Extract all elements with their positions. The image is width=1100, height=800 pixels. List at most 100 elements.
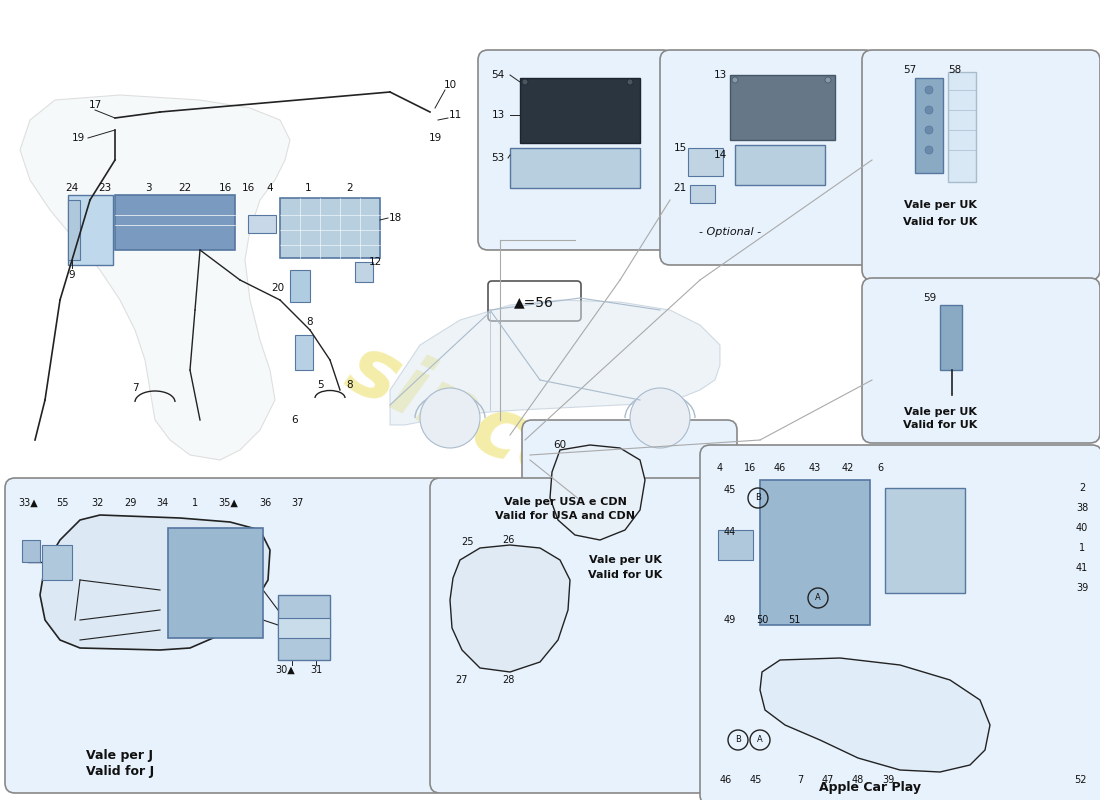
Text: 53: 53	[492, 153, 505, 163]
Text: B: B	[735, 735, 741, 745]
Text: Vale per UK: Vale per UK	[903, 200, 977, 210]
Bar	[948, 72, 976, 182]
Bar	[690, 185, 715, 203]
Text: A: A	[815, 594, 821, 602]
Polygon shape	[20, 95, 290, 460]
FancyBboxPatch shape	[488, 281, 581, 321]
Text: Vale per UK: Vale per UK	[588, 555, 661, 565]
Text: 32: 32	[91, 498, 104, 508]
Polygon shape	[550, 445, 645, 540]
FancyBboxPatch shape	[700, 445, 1100, 800]
Text: 6: 6	[877, 463, 883, 473]
Text: 3: 3	[145, 183, 152, 193]
Circle shape	[925, 126, 933, 134]
Text: 5: 5	[317, 380, 323, 390]
Circle shape	[627, 79, 632, 85]
Text: 46: 46	[774, 463, 786, 473]
Text: 60: 60	[553, 440, 566, 450]
Text: 30▲: 30▲	[275, 665, 295, 675]
Text: Vale per USA e CDN: Vale per USA e CDN	[504, 497, 626, 507]
Text: 38: 38	[1076, 503, 1088, 513]
Text: 13: 13	[492, 110, 505, 120]
Text: 51: 51	[788, 615, 800, 625]
Text: 19: 19	[428, 133, 441, 143]
Text: 1: 1	[1079, 543, 1085, 553]
Text: Vale per UK: Vale per UK	[903, 407, 977, 417]
Circle shape	[522, 79, 528, 85]
Text: 31: 31	[310, 665, 322, 675]
Text: 26: 26	[502, 535, 514, 545]
Text: 58: 58	[948, 65, 961, 75]
Text: 27: 27	[455, 675, 469, 685]
Text: 1: 1	[305, 183, 311, 193]
Bar	[760, 480, 870, 625]
Text: 45: 45	[750, 775, 762, 785]
Text: 43: 43	[808, 463, 821, 473]
FancyBboxPatch shape	[660, 50, 874, 265]
Bar	[42, 545, 72, 580]
Text: Valid for UK: Valid for UK	[903, 420, 977, 430]
Bar	[886, 488, 965, 593]
Circle shape	[420, 388, 480, 448]
Bar	[915, 78, 943, 173]
Text: 2: 2	[1079, 483, 1085, 493]
Circle shape	[732, 77, 738, 83]
Bar	[290, 270, 310, 302]
Polygon shape	[390, 300, 720, 425]
Text: 28: 28	[502, 675, 514, 685]
Text: Valid for USA and CDN: Valid for USA and CDN	[495, 511, 635, 521]
FancyBboxPatch shape	[478, 50, 673, 250]
Bar	[280, 198, 380, 258]
Text: 22: 22	[178, 183, 191, 193]
FancyBboxPatch shape	[522, 420, 737, 590]
Text: 10: 10	[443, 80, 456, 90]
Text: 40: 40	[1076, 523, 1088, 533]
Bar	[295, 335, 313, 370]
Text: 41: 41	[1076, 563, 1088, 573]
Text: 12: 12	[368, 257, 382, 267]
Text: 16: 16	[241, 183, 254, 193]
Text: 33▲: 33▲	[18, 498, 37, 508]
Text: 2: 2	[346, 183, 353, 193]
Text: 19: 19	[72, 133, 85, 143]
Text: 35▲: 35▲	[218, 498, 238, 508]
Bar	[22, 540, 40, 562]
Polygon shape	[40, 515, 270, 650]
Bar	[168, 528, 263, 638]
Text: 11: 11	[449, 110, 462, 120]
Text: 59: 59	[923, 293, 936, 303]
Circle shape	[925, 86, 933, 94]
Text: 39: 39	[1076, 583, 1088, 593]
Text: 55: 55	[56, 498, 68, 508]
Text: 13: 13	[714, 70, 727, 80]
Text: Valid for UK: Valid for UK	[903, 217, 977, 227]
Text: - Optional -: - Optional -	[698, 227, 761, 237]
Text: 20: 20	[272, 283, 285, 293]
Text: 45: 45	[724, 485, 736, 495]
Text: 50: 50	[756, 615, 768, 625]
Bar	[68, 200, 80, 260]
Text: 18: 18	[388, 213, 401, 223]
Text: 7: 7	[132, 383, 139, 393]
FancyBboxPatch shape	[6, 478, 446, 793]
FancyBboxPatch shape	[430, 478, 712, 793]
Text: 46: 46	[719, 775, 733, 785]
FancyBboxPatch shape	[862, 50, 1100, 280]
Circle shape	[630, 388, 690, 448]
Text: 24: 24	[65, 183, 78, 193]
Text: 34: 34	[156, 498, 168, 508]
Text: 1: 1	[191, 498, 198, 508]
Text: Valid for UK: Valid for UK	[587, 570, 662, 580]
Bar	[730, 75, 835, 140]
Text: 42: 42	[842, 463, 855, 473]
Text: 4: 4	[266, 183, 273, 193]
Text: 21: 21	[673, 183, 686, 193]
Bar	[510, 148, 640, 188]
Text: 14: 14	[714, 150, 727, 160]
Text: 54: 54	[492, 70, 505, 80]
Text: Valid for J: Valid for J	[86, 766, 154, 778]
Bar	[116, 195, 235, 250]
Text: 16: 16	[219, 183, 232, 193]
Bar	[248, 215, 276, 233]
Text: 48: 48	[851, 775, 865, 785]
